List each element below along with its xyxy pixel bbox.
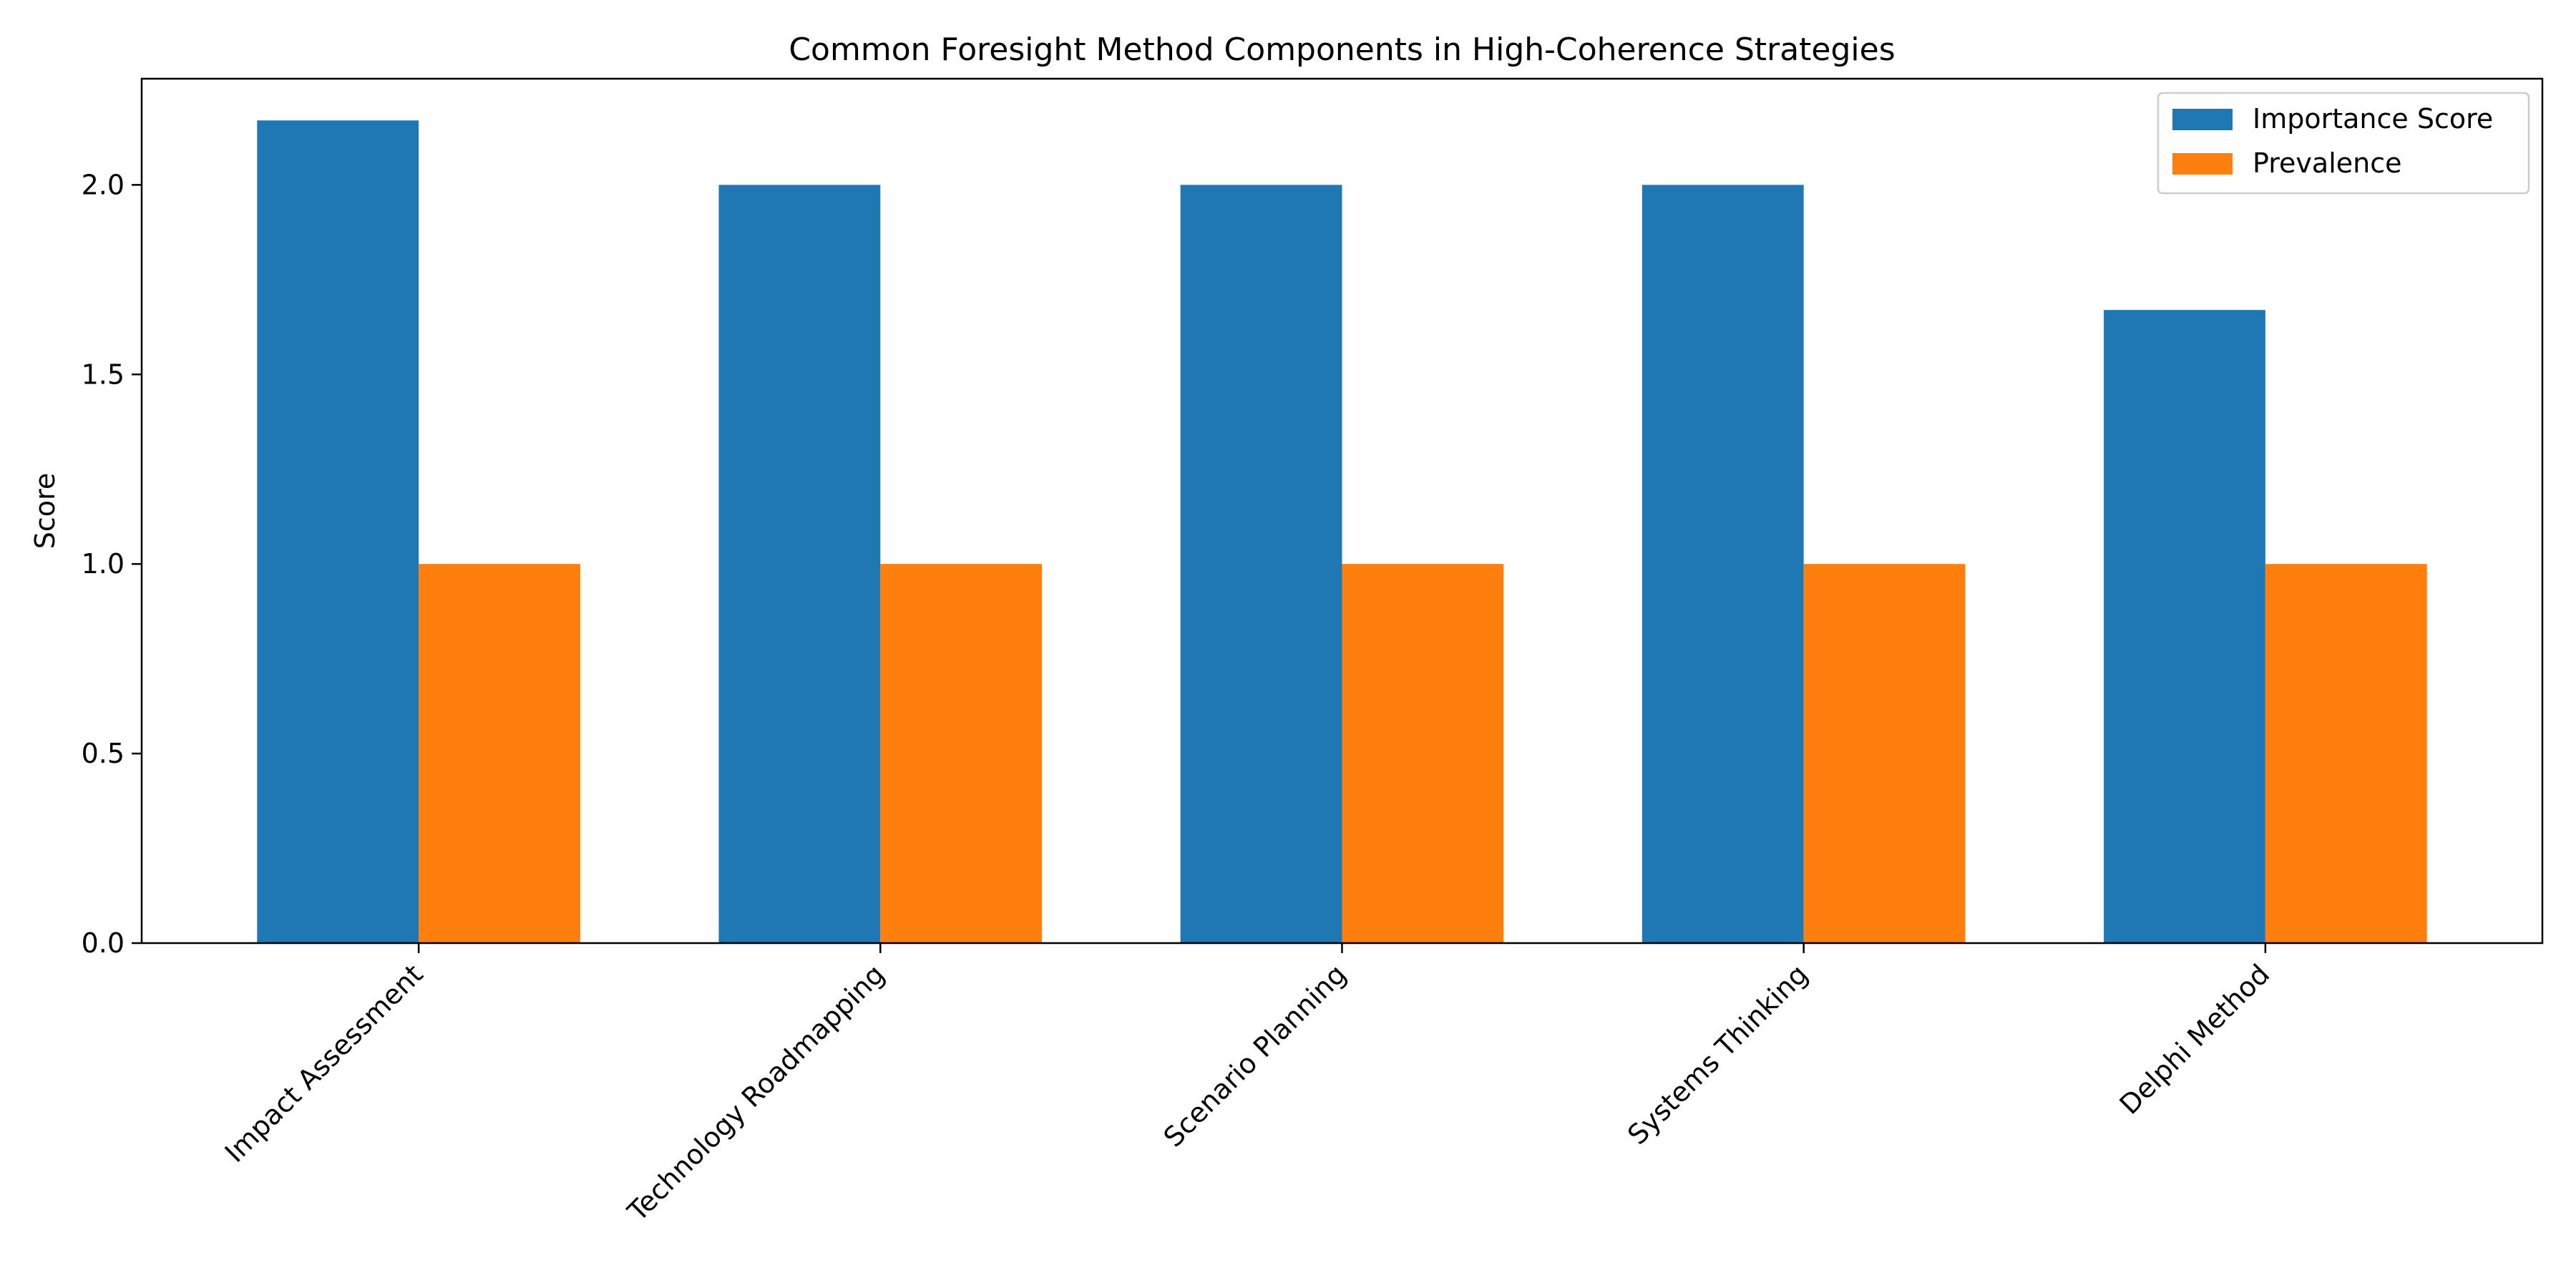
legend-box (2157, 92, 2530, 195)
bar-prevalence-3 (1803, 564, 1966, 943)
bar-prevalence-1 (880, 564, 1043, 943)
chart-title: Common Foresight Method Components in Hi… (789, 31, 1895, 68)
y-tick-label: 0.0 (82, 927, 125, 959)
bar-importance-score-0 (257, 120, 419, 943)
legend-swatch (2172, 153, 2233, 175)
bar-importance-score-1 (718, 185, 881, 944)
y-axis-label: Score (29, 473, 61, 549)
bars-layer (257, 120, 2427, 944)
bar-importance-score-4 (2104, 310, 2265, 943)
y-tick-label: 1.5 (82, 358, 125, 390)
bar-prevalence-4 (2265, 564, 2427, 943)
y-tick-label: 0.5 (82, 738, 125, 769)
y-axis: 0.0 0.5 1.0 1.5 2.0 (82, 169, 142, 959)
bar-prevalence-2 (1342, 564, 1504, 943)
legend: Importance Score Prevalence (2157, 92, 2530, 195)
legend-label: Importance Score (2253, 103, 2493, 135)
bar-importance-score-3 (1641, 185, 1804, 944)
y-tick-label: 2.0 (82, 169, 125, 200)
legend-label: Prevalence (2253, 147, 2401, 179)
bar-prevalence-0 (419, 564, 580, 943)
bar-importance-score-2 (1180, 185, 1342, 944)
legend-swatch (2172, 109, 2233, 130)
y-tick-label: 1.0 (82, 548, 125, 580)
